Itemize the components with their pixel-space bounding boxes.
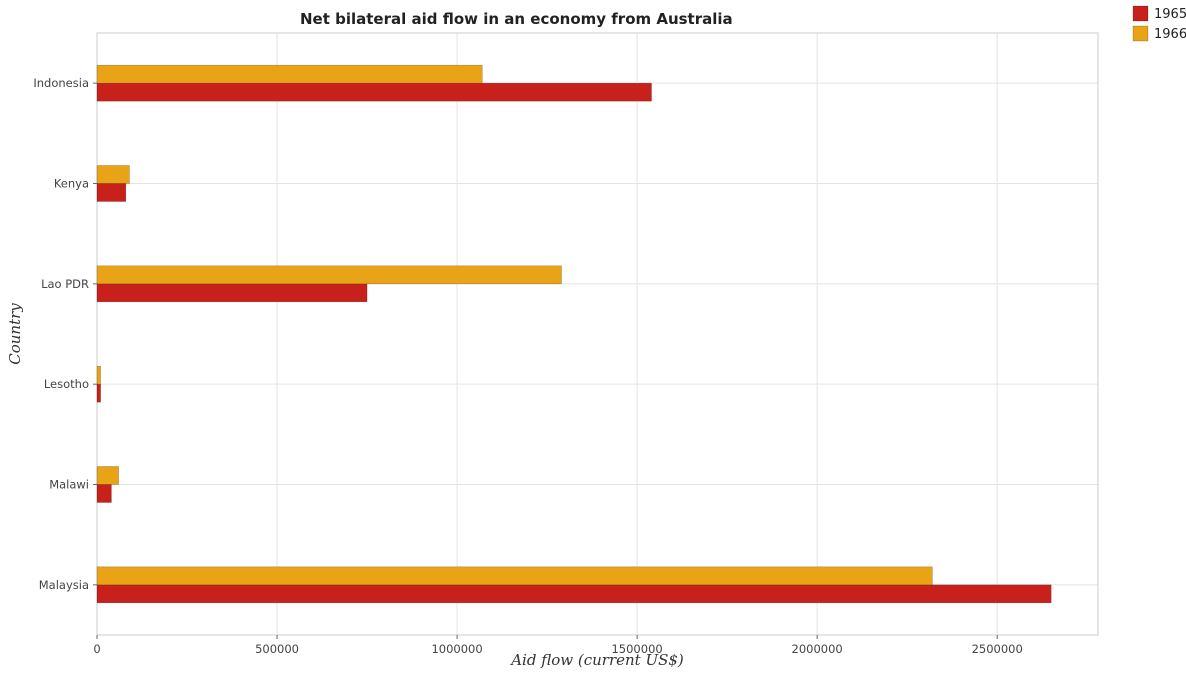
bar-1965-malaysia [96,584,1052,604]
x-tick-label: 500000 [255,642,299,656]
y-axis-label: Country [6,303,24,365]
x-tick-label: 2500000 [972,642,1023,656]
y-tick-label: Lao PDR [41,277,89,291]
y-tick-label: Indonesia [33,76,89,90]
legend-label-1965: 1965 [1154,7,1186,22]
legend-label-1966: 1966 [1154,27,1186,42]
x-axis-ticks: 0 500000 1000000 1500000 2000000 2500000 [93,635,1023,656]
y-tick-label: Malaysia [39,578,89,592]
bar-1965-lesotho [96,383,101,403]
x-tick-label: 2000000 [792,642,843,656]
legend: 1965 1966 [1132,5,1186,42]
bar-1965-kenya [96,183,127,202]
plot-area [96,32,1099,636]
chart-title: Net bilateral aid flow in an economy fro… [300,10,733,28]
x-tick-label: 1000000 [431,642,482,656]
y-tick-label: Kenya [54,177,89,191]
y-tick-label: Lesotho [44,377,89,391]
y-axis-ticks: Indonesia Kenya Lao PDR Lesotho Malawi Malays… [33,76,97,592]
bar-1965-indonesia [96,82,652,102]
bar-1965-lao-pdr [96,283,368,303]
bar-1966-lesotho [96,365,101,385]
bar-1966-kenya [96,165,130,184]
bar-1965-malawi [96,484,112,503]
legend-swatch-1965 [1132,5,1149,22]
y-tick-label: Malawi [49,478,89,492]
x-axis-label: Aid flow (current US$) [509,651,684,669]
bars [96,64,1052,604]
bar-1966-malawi [96,466,119,485]
bar-1966-malaysia [96,566,933,586]
legend-swatch-1966 [1132,25,1149,42]
bar-1966-indonesia [96,64,483,84]
x-tick-label: 1500000 [611,642,662,656]
bar-1966-lao-pdr [96,265,562,285]
grid [96,33,1098,635]
x-tick-label: 0 [93,642,100,656]
